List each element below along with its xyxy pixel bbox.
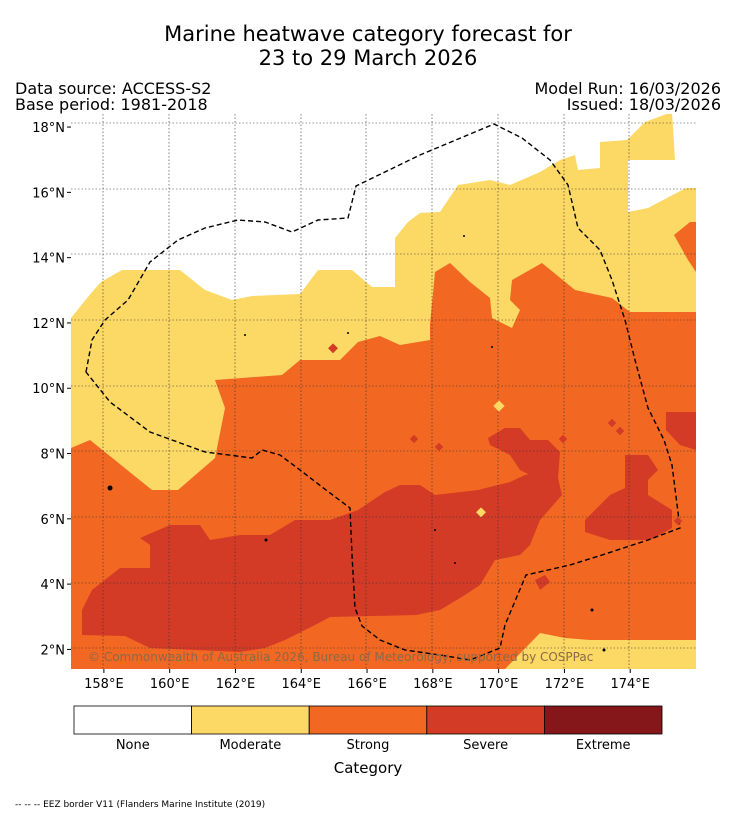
lon-tick-label: 162°E bbox=[216, 677, 256, 692]
colorbar-label-severe: Severe bbox=[463, 738, 509, 753]
lon-tick-label: 168°E bbox=[413, 677, 453, 692]
category-severe-patch-east bbox=[585, 455, 672, 540]
eez-footnote: -- -- -- EEZ border V11 (Flanders Marine… bbox=[15, 800, 266, 810]
lat-tick-label: 4°N bbox=[41, 578, 66, 593]
title-line-1: Marine heatwave category forecast for bbox=[164, 22, 572, 46]
meta-left: Data source: ACCESS-S2 Base period: 1981… bbox=[15, 81, 211, 113]
colorbar-swatch-moderate bbox=[191, 705, 310, 735]
eez-border-line bbox=[85, 123, 681, 661]
lat-tick-label: 18°N bbox=[32, 121, 65, 136]
lon-tick-label: 160°E bbox=[150, 677, 190, 692]
colorbar-label-moderate: Moderate bbox=[219, 738, 282, 753]
model-run-text: Model Run: 16/03/2026 bbox=[534, 79, 722, 98]
heatwave-field bbox=[71, 114, 696, 669]
category-severe-patch-edge bbox=[666, 412, 696, 450]
small-color-markers bbox=[328, 343, 683, 526]
colorbar-label-strong: Strong bbox=[346, 738, 390, 753]
colorbar-title: Category bbox=[333, 759, 403, 777]
lat-tick-label: 6°N bbox=[41, 513, 66, 528]
data-source-text: Data source: ACCESS-S2 bbox=[15, 79, 212, 98]
colorbar-swatch-severe bbox=[426, 705, 545, 735]
lon-tick-label: 158°E bbox=[84, 677, 124, 692]
copyright-text: © Commonwealth of Australia 2026, Bureau… bbox=[88, 650, 593, 664]
colorbar-swatch-extreme bbox=[544, 705, 663, 735]
colorbar bbox=[73, 705, 663, 735]
colorbar-swatch-none bbox=[73, 705, 192, 735]
lon-tick-label: 172°E bbox=[545, 677, 585, 692]
lat-tick-label: 10°N bbox=[32, 382, 65, 397]
colorbar-label-extreme: Extreme bbox=[575, 738, 631, 753]
lon-tick-label: 174°E bbox=[610, 677, 650, 692]
longitude-tick-labels: 158°E 160°E 162°E 164°E 166°E 168°E 170°E 172°E… bbox=[84, 669, 650, 692]
colorbar-label-none: None bbox=[115, 738, 150, 753]
lon-tick-label: 170°E bbox=[479, 677, 519, 692]
lon-tick-label: 166°E bbox=[347, 677, 387, 692]
base-period-text: Base period: 1981-2018 bbox=[15, 95, 208, 114]
colorbar-swatch-strong bbox=[308, 705, 428, 735]
gridlines bbox=[71, 114, 696, 669]
category-severe-patch-mid bbox=[488, 428, 560, 480]
lat-tick-label: 8°N bbox=[41, 448, 66, 463]
lat-tick-label: 2°N bbox=[41, 643, 66, 658]
island-markers bbox=[107, 235, 606, 652]
map-title: Marine heatwave category forecast for 23… bbox=[0, 22, 736, 70]
lon-tick-label: 164°E bbox=[281, 677, 321, 692]
latitude-tick-labels: 2°N 4°N 6°N 8°N 10°N 12°N 14°N 16°N 18°N bbox=[32, 121, 71, 658]
lat-tick-label: 14°N bbox=[32, 252, 65, 267]
issued-text: Issued: 18/03/2026 bbox=[566, 95, 721, 114]
category-moderate-patch bbox=[505, 633, 696, 669]
lat-tick-label: 12°N bbox=[32, 317, 65, 332]
title-line-2: 23 to 29 March 2026 bbox=[258, 46, 478, 70]
lat-tick-label: 16°N bbox=[32, 186, 65, 201]
meta-right: Model Run: 16/03/2026 Issued: 18/03/2026 bbox=[535, 81, 722, 113]
category-severe-patch-small bbox=[535, 575, 550, 590]
category-strong-patch bbox=[674, 222, 696, 272]
